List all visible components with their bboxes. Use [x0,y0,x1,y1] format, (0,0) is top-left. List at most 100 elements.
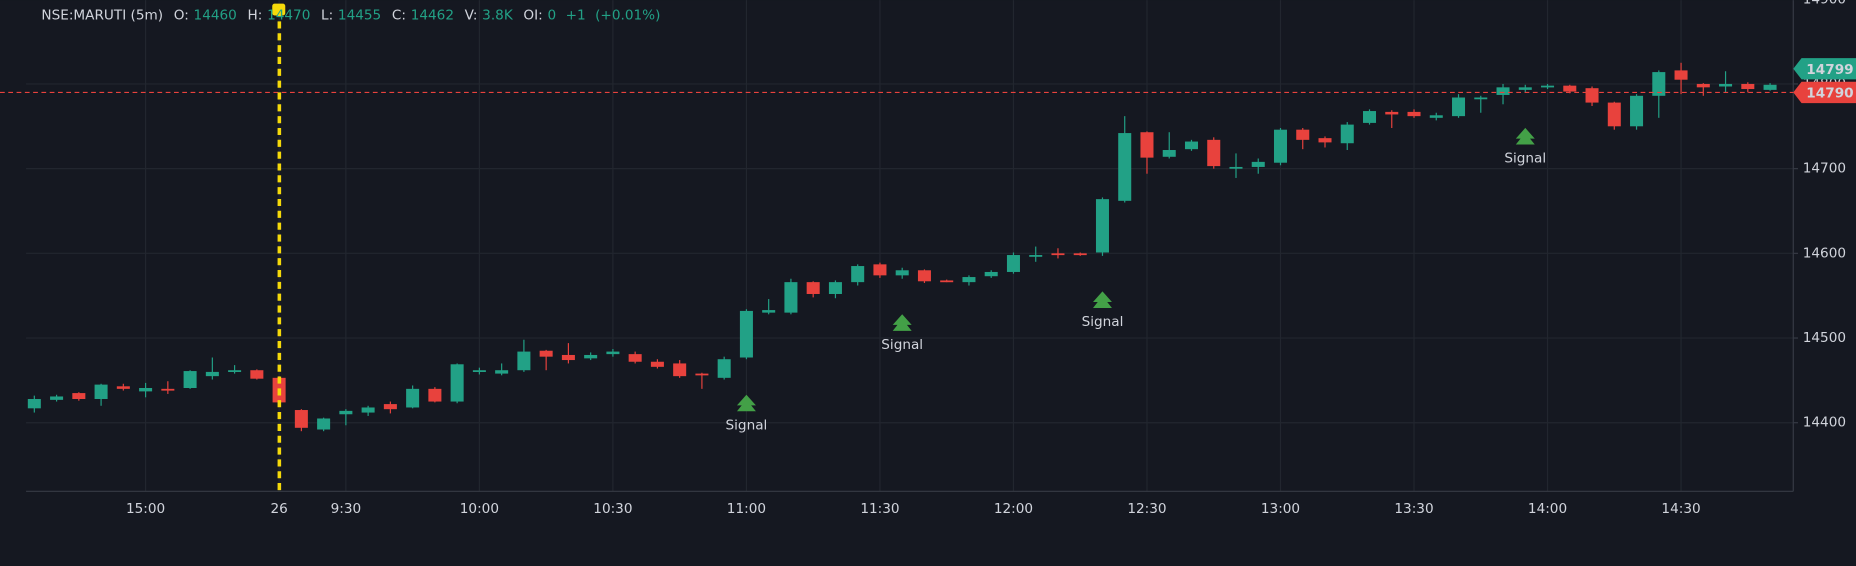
candle-body [1541,85,1555,88]
candle-body [1696,83,1710,88]
signal-arrow [892,314,912,331]
price-badge [1793,58,1856,80]
candle-body [1385,111,1399,115]
candle-body [1407,111,1421,117]
candle-body [428,388,442,402]
candle-body [851,266,865,283]
candle-body [1207,139,1221,167]
x-tick-label: 12:00 [994,501,1033,517]
legend: NSE:MARUTI (5m) O: 14460 H: 14470 L: 14455 C: 14… [41,7,660,23]
x-tick-label: 11:30 [860,501,899,517]
x-tick-label: 13:30 [1394,501,1433,517]
candle-body [361,407,375,413]
candle-body [116,386,130,389]
x-tick-label: 9:30 [331,501,362,517]
candle-body [1340,124,1354,144]
candle-body [94,384,108,400]
candle-body [183,371,197,388]
candle-body [1229,166,1243,169]
price-badge-label: 14790 [1806,86,1853,102]
candle-body [1029,255,1043,257]
candle-body [584,354,598,359]
candle-body [1051,253,1065,256]
price-badge-label: 14799 [1806,62,1853,78]
candle-body [383,404,397,410]
legend-label: L: [321,7,333,23]
plot: Signal Signal Signal Signal [0,62,1794,433]
legend-label: H: [248,7,263,23]
legend-symbol: NSE:MARUTI (5m) [41,7,163,23]
candle-body [1073,253,1087,256]
candle-body [1474,97,1488,100]
crosshair-marker[interactable] [272,3,286,16]
candle-body [317,418,331,430]
candle-body [1273,129,1288,163]
candle-body [250,370,264,379]
candle-body [1518,87,1532,90]
candle-body [1140,132,1154,158]
candle-body [1095,199,1109,253]
y-tick-label: 14600 [1803,245,1846,261]
signal-label: Signal [726,417,768,433]
x-tick-label: 14:00 [1528,501,1567,517]
x-tick-label: 13:00 [1261,501,1300,517]
candle-body [561,354,575,361]
candle-body [228,370,242,372]
candle-body [962,277,976,283]
signal-arrow [1515,127,1535,145]
signal-arrow [1093,291,1112,308]
candle-body [1006,255,1020,272]
axes: 14400145001460014700148001490015:00269:3… [126,0,1856,517]
candle-body [1496,87,1510,95]
y-tick-label: 14700 [1803,161,1846,177]
candle-body [1763,84,1777,90]
y-tick-label: 14400 [1803,415,1846,431]
candle-body [650,361,664,367]
candle-body [205,371,219,377]
candle-body [1251,161,1265,167]
candle-body [1674,70,1688,80]
candle-body [1162,150,1176,157]
candle-body [717,359,731,378]
candle-body [72,393,86,400]
candle-body [984,271,998,277]
signal-label: Signal [1082,314,1124,330]
candle-body [1429,115,1443,118]
x-tick-label: 26 [270,501,287,517]
signal-arrow [736,394,756,412]
x-tick-label: 10:30 [593,501,632,517]
legend-label: OI: [523,7,542,23]
candle-body [673,363,687,377]
legend-value: 14455 [338,7,381,23]
x-tick-label: 11:00 [727,501,766,517]
candle-body [472,370,486,372]
candle-body [1652,72,1666,96]
candle-body [161,388,175,391]
candle-body [1741,83,1755,90]
candle-body [1607,102,1621,127]
legend-label: O: [174,7,189,23]
candle-body [294,410,308,428]
candle-body [1630,95,1644,127]
legend-value: 0 [547,7,556,23]
x-tick-label: 14:30 [1661,501,1700,517]
candle-body [1296,129,1310,140]
candle-body [1563,85,1577,92]
candle-body [517,351,531,371]
price-badge [1793,81,1856,104]
candle-body [762,310,776,313]
candle-body [873,264,887,276]
legend-value: 14462 [411,7,454,23]
candle-body [806,282,820,294]
candle-body [1363,111,1377,123]
legend-value: 3.8K [482,7,514,23]
candle-body [539,350,553,357]
candle-body [739,310,753,358]
candle-body [1719,83,1733,87]
candle-body [784,282,798,313]
candle-body [27,399,41,409]
x-tick-label: 15:00 [126,501,165,517]
candle-body [695,373,709,376]
